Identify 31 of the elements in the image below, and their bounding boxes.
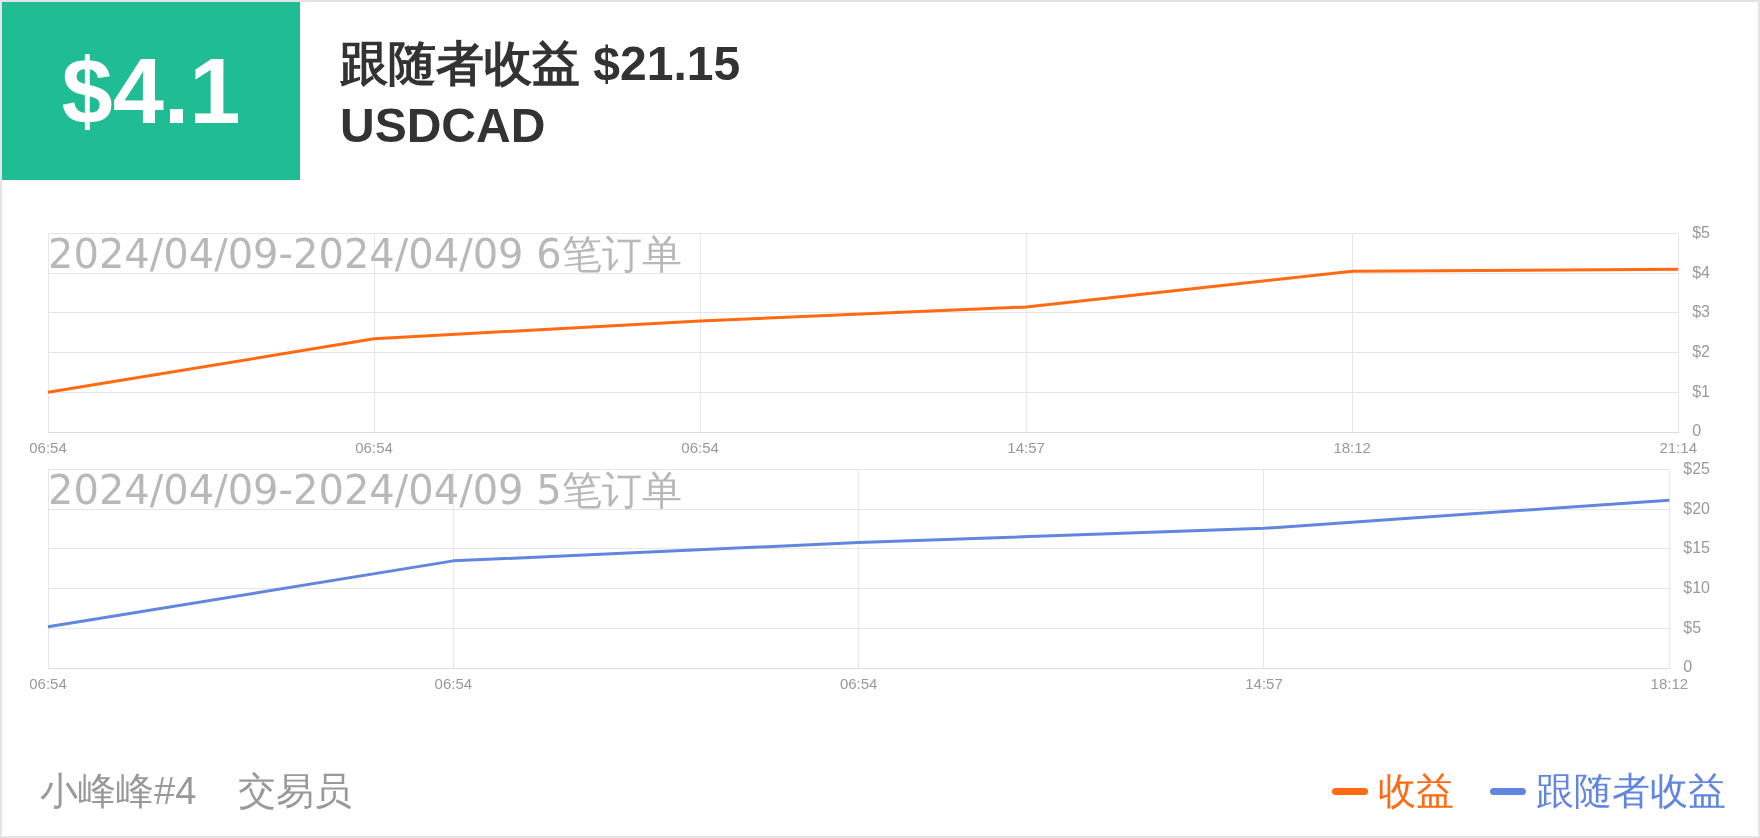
x-tick-label: 18:12 [1650,675,1689,693]
y-tick-label: $5 [1692,224,1711,242]
x-tick-label: 06:54 [839,675,878,693]
y-tick-label: $1 [1692,382,1711,400]
x-tick-label: 06:54 [355,439,393,457]
text: 跟随者收益 $21.15 [340,36,741,92]
y-tick-label: $15 [1683,539,1711,557]
y-tick-label: $10 [1683,579,1711,597]
y-tick-label: $25 [1683,460,1711,478]
x-tick-label: 06:54 [29,439,67,457]
y-tick-label: $5 [1683,618,1702,636]
text: $4.1 [2,2,300,180]
x-tick-label: 14:57 [1007,439,1045,457]
legend-label: 收益 [1378,768,1454,815]
annotation: 2024/04/09-2024/04/09 6笔订单 [48,230,682,277]
x-tick-label: 06:54 [681,439,719,457]
y-tick-label: $2 [1692,343,1711,361]
text: USDCAD [340,98,546,153]
annotation: 2024/04/09-2024/04/09 5笔订单 [48,466,682,513]
text: 小峰峰#4 交易员 [40,770,353,812]
x-tick-label: 06:54 [29,675,67,693]
x-tick-label: 14:57 [1245,675,1283,693]
x-tick-label: 18:12 [1333,439,1371,457]
legend-label: 跟随者收益 [1536,768,1726,815]
y-tick-label: $4 [1692,263,1711,281]
y-tick-label: $20 [1683,499,1711,517]
x-tick-label: 21:14 [1659,439,1697,457]
y-tick-label: 0 [1683,658,1693,676]
y-tick-label: $3 [1692,303,1711,321]
x-tick-label: 06:54 [434,675,473,693]
y-tick-label: 0 [1692,422,1702,440]
